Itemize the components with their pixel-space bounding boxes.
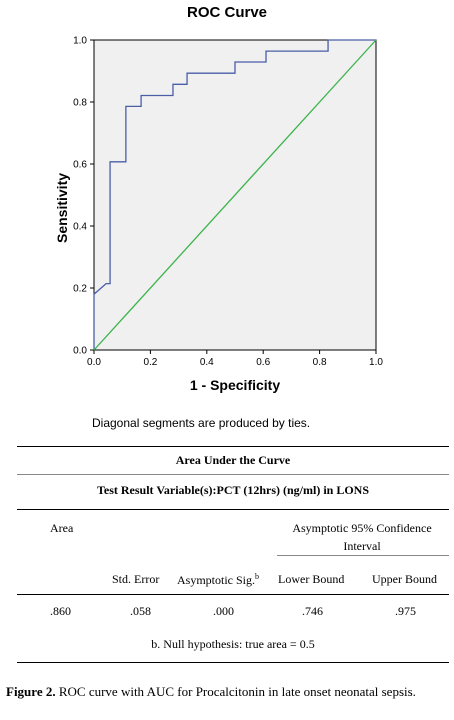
x-tick-label: 1.0 — [369, 357, 383, 368]
table-variable: Test Result Variable(s):PCT (12hrs) (ng/… — [96, 483, 370, 497]
y-axis-label: Sensitivity — [54, 173, 70, 243]
area-header: Area — [50, 521, 74, 535]
x-tick-label: 0.8 — [313, 357, 327, 368]
asym-sig-value: .000 — [213, 604, 234, 618]
x-axis-label: 1 - Specificity — [190, 377, 280, 393]
table-rule-3 — [17, 509, 449, 510]
std-error-value: .058 — [130, 604, 151, 618]
x-tick-label: 0.6 — [256, 357, 270, 368]
series-group — [93, 39, 377, 351]
asym-sig-sup: b — [255, 572, 260, 581]
table-footnote: b. Null hypothesis: true area = 0.5 — [151, 637, 315, 651]
std-error-header: Std. Error — [112, 572, 160, 586]
caption-label: Figure 2. — [6, 684, 56, 699]
lower-bound-header: Lower Bound — [278, 572, 345, 586]
axis-ticks: 0.0 0.2 0.4 0.6 0.8 1.0 0.0 0.2 0.4 0.6 0.8 1.0 — [73, 36, 383, 369]
table-rule-4 — [17, 594, 449, 595]
ci-header-line1: Asymptotic 95% Confidence — [292, 521, 432, 535]
x-tick-label: 0.4 — [200, 357, 214, 368]
table-rule-bottom — [17, 662, 449, 663]
roc-chart: 0.0 0.2 0.4 0.6 0.8 1.0 0.0 0.2 0.4 0.6 0.8 1.0 1 -… — [54, 36, 383, 394]
caption-text: ROC curve with AUC for Procalcitonin in … — [55, 684, 416, 699]
x-tick-label: 0.0 — [87, 357, 101, 368]
roc-curve-line — [93, 39, 376, 350]
table-rule-top — [17, 446, 449, 447]
table-rule-2 — [17, 474, 449, 475]
figure-caption: Figure 2. ROC curve with AUC for Procalc… — [6, 684, 450, 700]
x-tick-label: 0.2 — [143, 357, 157, 368]
y-tick-label: 0.2 — [73, 284, 87, 295]
y-tick-label: 0.8 — [73, 98, 87, 109]
ci-header-line2: Interval — [343, 539, 381, 553]
y-tick-label: 0.4 — [73, 222, 87, 233]
upper-bound-value: .975 — [395, 604, 416, 618]
chart-title: ROC Curve — [186, 4, 268, 21]
y-tick-label: 0.6 — [73, 160, 87, 171]
lower-bound-value: .746 — [302, 604, 323, 618]
asym-sig-label: Asymptotic Sig. — [177, 573, 256, 587]
y-tick-label: 1.0 — [73, 36, 87, 47]
ties-note: Diagonal segments are produced by ties. — [92, 416, 311, 430]
asym-sig-header: Asymptotic Sig.b — [177, 572, 259, 588]
table-title: Area Under the Curve — [175, 453, 291, 467]
ci-header-rule — [277, 555, 449, 556]
reference-diagonal-line — [93, 39, 377, 351]
area-value: .860 — [50, 604, 71, 618]
y-tick-label: 0.0 — [73, 346, 87, 357]
upper-bound-header: Upper Bound — [372, 572, 437, 586]
